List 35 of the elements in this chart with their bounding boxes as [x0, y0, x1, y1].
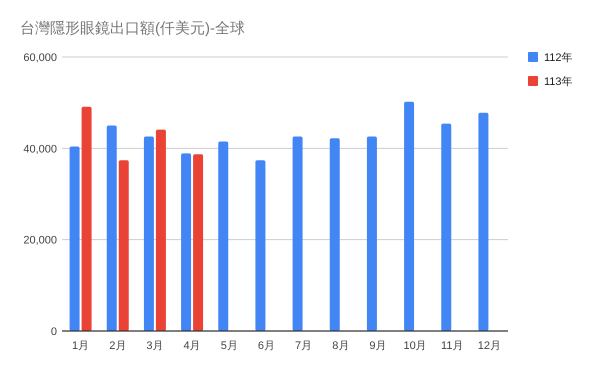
bar	[118, 160, 129, 331]
bar	[478, 112, 488, 331]
bar	[181, 153, 192, 331]
bar	[193, 154, 204, 331]
legend-label: 112年	[544, 52, 573, 64]
x-tick-label: 8月	[332, 340, 350, 352]
chart-title: 台灣隱形眼鏡出口額(仟美元)-全球	[20, 20, 245, 37]
x-tick-label: 10月	[403, 340, 427, 352]
y-tick-label: 20,000	[23, 234, 57, 247]
bar	[144, 136, 154, 331]
x-tick-label: 4月	[184, 340, 201, 352]
y-tick-label: 60,000	[23, 52, 57, 64]
x-tick-label: 5月	[220, 340, 238, 352]
bar	[404, 102, 414, 331]
bar	[255, 160, 266, 331]
x-tick-label: 1月	[72, 340, 90, 352]
x-tick-label: 2月	[109, 340, 126, 352]
bar	[106, 126, 117, 331]
y-tick-label: 40,000	[23, 143, 57, 156]
legend-label: 113年	[544, 76, 573, 88]
y-tick-label: 0	[50, 326, 57, 338]
bar	[70, 146, 80, 331]
x-tick-label: 12月	[478, 340, 502, 352]
x-tick-label: 6月	[258, 340, 275, 352]
x-tick-label: 3月	[146, 340, 164, 352]
x-tick-label: 11月	[441, 340, 464, 352]
bar	[156, 130, 166, 331]
bar	[366, 136, 377, 331]
bar	[292, 136, 303, 331]
bar	[82, 106, 92, 331]
x-tick-label: 9月	[369, 340, 386, 352]
x-tick-label: 7月	[295, 340, 312, 352]
bar	[330, 138, 340, 331]
bar	[441, 124, 452, 331]
bar	[218, 141, 228, 331]
